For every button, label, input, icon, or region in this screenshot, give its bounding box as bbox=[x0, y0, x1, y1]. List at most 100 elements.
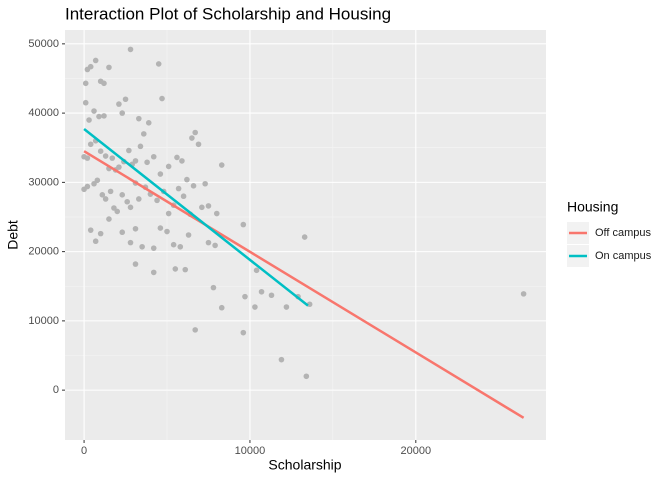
point bbox=[127, 204, 134, 211]
legend-label: On campus bbox=[595, 250, 652, 262]
point bbox=[150, 245, 157, 251]
point bbox=[132, 261, 139, 267]
point bbox=[132, 225, 139, 232]
point bbox=[127, 239, 134, 246]
point bbox=[106, 64, 112, 71]
point bbox=[252, 304, 258, 310]
point bbox=[87, 141, 94, 148]
x-tick-label: 20000 bbox=[401, 445, 432, 457]
point bbox=[82, 80, 89, 87]
point bbox=[170, 241, 177, 248]
chart-title: Interaction Plot of Scholarship and Hous… bbox=[65, 4, 391, 23]
x-axis-label: Scholarship bbox=[268, 457, 341, 473]
point bbox=[137, 143, 144, 150]
point bbox=[87, 63, 94, 70]
point bbox=[87, 227, 94, 233]
point bbox=[306, 301, 313, 308]
point bbox=[165, 210, 172, 217]
point bbox=[111, 205, 117, 211]
point bbox=[218, 304, 225, 311]
point bbox=[240, 329, 247, 336]
y-tick-label: 40000 bbox=[28, 107, 59, 119]
point bbox=[195, 141, 202, 148]
point bbox=[164, 228, 170, 235]
y-tick-label: 20000 bbox=[28, 246, 59, 258]
point bbox=[145, 120, 152, 126]
point bbox=[159, 95, 165, 102]
regression-line bbox=[83, 128, 309, 307]
point bbox=[301, 234, 308, 240]
point bbox=[96, 113, 102, 120]
point bbox=[84, 183, 91, 190]
point bbox=[240, 221, 247, 228]
point bbox=[101, 113, 107, 119]
y-tick-label: 50000 bbox=[28, 38, 59, 50]
point bbox=[101, 80, 107, 87]
point bbox=[94, 177, 101, 184]
point bbox=[213, 210, 220, 217]
y-tick-label: 10000 bbox=[28, 315, 59, 327]
point bbox=[182, 266, 189, 273]
point bbox=[199, 204, 205, 211]
point bbox=[212, 242, 218, 249]
point bbox=[119, 110, 126, 116]
point bbox=[303, 373, 310, 380]
point bbox=[192, 327, 199, 333]
point bbox=[140, 131, 147, 137]
point bbox=[179, 158, 185, 164]
point bbox=[210, 284, 217, 291]
point bbox=[278, 356, 285, 363]
point bbox=[177, 243, 184, 250]
y-tick-label: 30000 bbox=[28, 176, 59, 188]
point bbox=[157, 225, 164, 231]
point bbox=[283, 304, 290, 310]
point bbox=[84, 155, 91, 161]
point bbox=[165, 163, 172, 170]
point bbox=[91, 180, 97, 187]
point bbox=[144, 159, 150, 166]
point bbox=[132, 158, 139, 164]
point bbox=[202, 180, 208, 187]
point bbox=[92, 57, 99, 64]
point bbox=[205, 239, 212, 246]
point bbox=[86, 117, 92, 123]
point bbox=[119, 192, 126, 198]
point bbox=[82, 99, 89, 106]
point bbox=[127, 46, 134, 53]
point bbox=[268, 292, 275, 299]
point bbox=[184, 176, 190, 183]
point bbox=[139, 243, 145, 250]
point bbox=[180, 193, 187, 200]
point bbox=[102, 153, 109, 159]
point bbox=[205, 203, 212, 209]
point bbox=[106, 216, 112, 222]
point bbox=[124, 198, 130, 205]
legend-title: Housing bbox=[567, 199, 618, 215]
point bbox=[136, 115, 142, 122]
point bbox=[122, 96, 129, 103]
point bbox=[258, 288, 265, 295]
point bbox=[114, 208, 121, 215]
point bbox=[253, 267, 260, 274]
point bbox=[99, 192, 106, 198]
point bbox=[91, 108, 97, 114]
point bbox=[102, 196, 109, 202]
point bbox=[192, 129, 199, 136]
point bbox=[116, 164, 122, 170]
y-tick-label: 0 bbox=[53, 384, 59, 396]
point bbox=[520, 291, 527, 297]
point bbox=[97, 230, 104, 237]
point bbox=[154, 197, 160, 204]
point bbox=[185, 232, 192, 238]
x-tick-label: 0 bbox=[81, 445, 87, 457]
point bbox=[172, 266, 179, 272]
point bbox=[116, 101, 122, 107]
point bbox=[97, 148, 104, 154]
point bbox=[119, 229, 126, 236]
point bbox=[157, 171, 164, 177]
point bbox=[109, 155, 116, 161]
point bbox=[174, 154, 180, 161]
x-tick-label: 10000 bbox=[235, 445, 266, 457]
y-axis-label: Debt bbox=[5, 220, 21, 250]
